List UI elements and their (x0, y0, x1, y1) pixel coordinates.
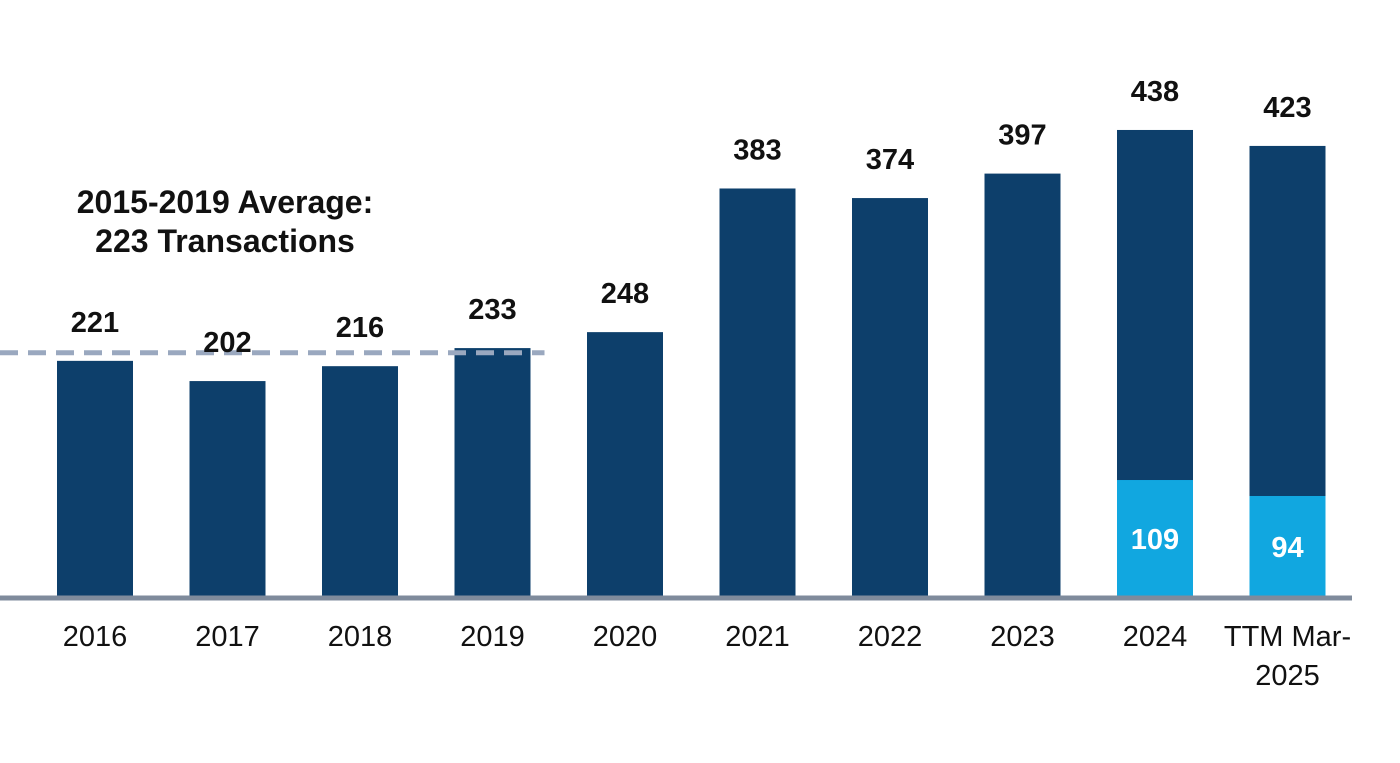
bar-2021 (719, 188, 796, 596)
x-tick-label-line: 2023 (990, 621, 1055, 653)
value-labels-group: 221 202 216 233 248 383 374 397 438 423 (71, 76, 1312, 359)
x-tick-label-line: 2020 (593, 621, 658, 653)
bar-value-label: 423 (1263, 92, 1311, 124)
segments-group (1117, 480, 1326, 596)
x-tick-label-line: 2017 (195, 621, 260, 653)
bar-value-label: 438 (1131, 76, 1179, 108)
x-tick-label-line: 2022 (858, 621, 923, 653)
bar-2019 (454, 348, 531, 596)
segment-value-label: 94 (1271, 532, 1303, 564)
average-annotation: 2015-2019 Average: 223 Transactions (40, 183, 410, 261)
x-tick-label-line: TTM Mar- (1224, 621, 1351, 653)
bar-2023 (984, 173, 1061, 597)
average-annotation-line-2: 223 Transactions (95, 223, 355, 259)
bar-2016 (57, 360, 133, 596)
bar-value-label: 248 (601, 278, 649, 310)
x-tick-label-line: 2025 (1255, 660, 1320, 692)
average-annotation-line-1: 2015-2019 Average: (76, 184, 374, 220)
bar-value-label: 233 (468, 294, 516, 326)
segment-bar (1117, 480, 1193, 596)
x-tick-label: 2023 (990, 621, 1055, 653)
bar-2018 (322, 366, 398, 596)
bar-value-label: 221 (71, 307, 119, 339)
x-tick-label-line: 2024 (1123, 621, 1188, 653)
segment-labels-group: 109 94 (1131, 524, 1304, 564)
x-tick-label: 2020 (593, 621, 658, 653)
x-tick-label: 2016 (63, 621, 128, 653)
x-tick-label-line: 2019 (460, 621, 525, 653)
x-tick-label: 2024 (1123, 621, 1188, 653)
segment-bar (1249, 495, 1326, 596)
x-tick-labels-group: 2016 2017 2018 2019 2020 2021 2022 2023 2024 TTM … (63, 621, 1351, 692)
x-tick-label: 2022 (858, 621, 923, 653)
x-tick-label-line: 2018 (328, 621, 393, 653)
x-tick-label-line: 2016 (63, 621, 128, 653)
bar-value-label: 216 (336, 312, 384, 344)
segment-value-label: 109 (1131, 524, 1179, 556)
bar-value-label: 397 (998, 120, 1046, 152)
bar-value-label: 202 (203, 327, 251, 359)
x-tick-label: 2017 (195, 621, 260, 653)
bar-2022 (852, 198, 928, 596)
x-tick-label: TTM Mar- 2025 (1224, 621, 1351, 692)
bar-value-label: 383 (733, 134, 781, 166)
x-tick-label: 2018 (328, 621, 393, 653)
bar-2017 (189, 381, 266, 596)
bar-value-label: 374 (866, 144, 914, 176)
x-tick-label: 2019 (460, 621, 525, 653)
x-tick-label: 2021 (725, 621, 790, 653)
x-tick-label-line: 2021 (725, 621, 790, 653)
bar-2020 (587, 332, 663, 596)
